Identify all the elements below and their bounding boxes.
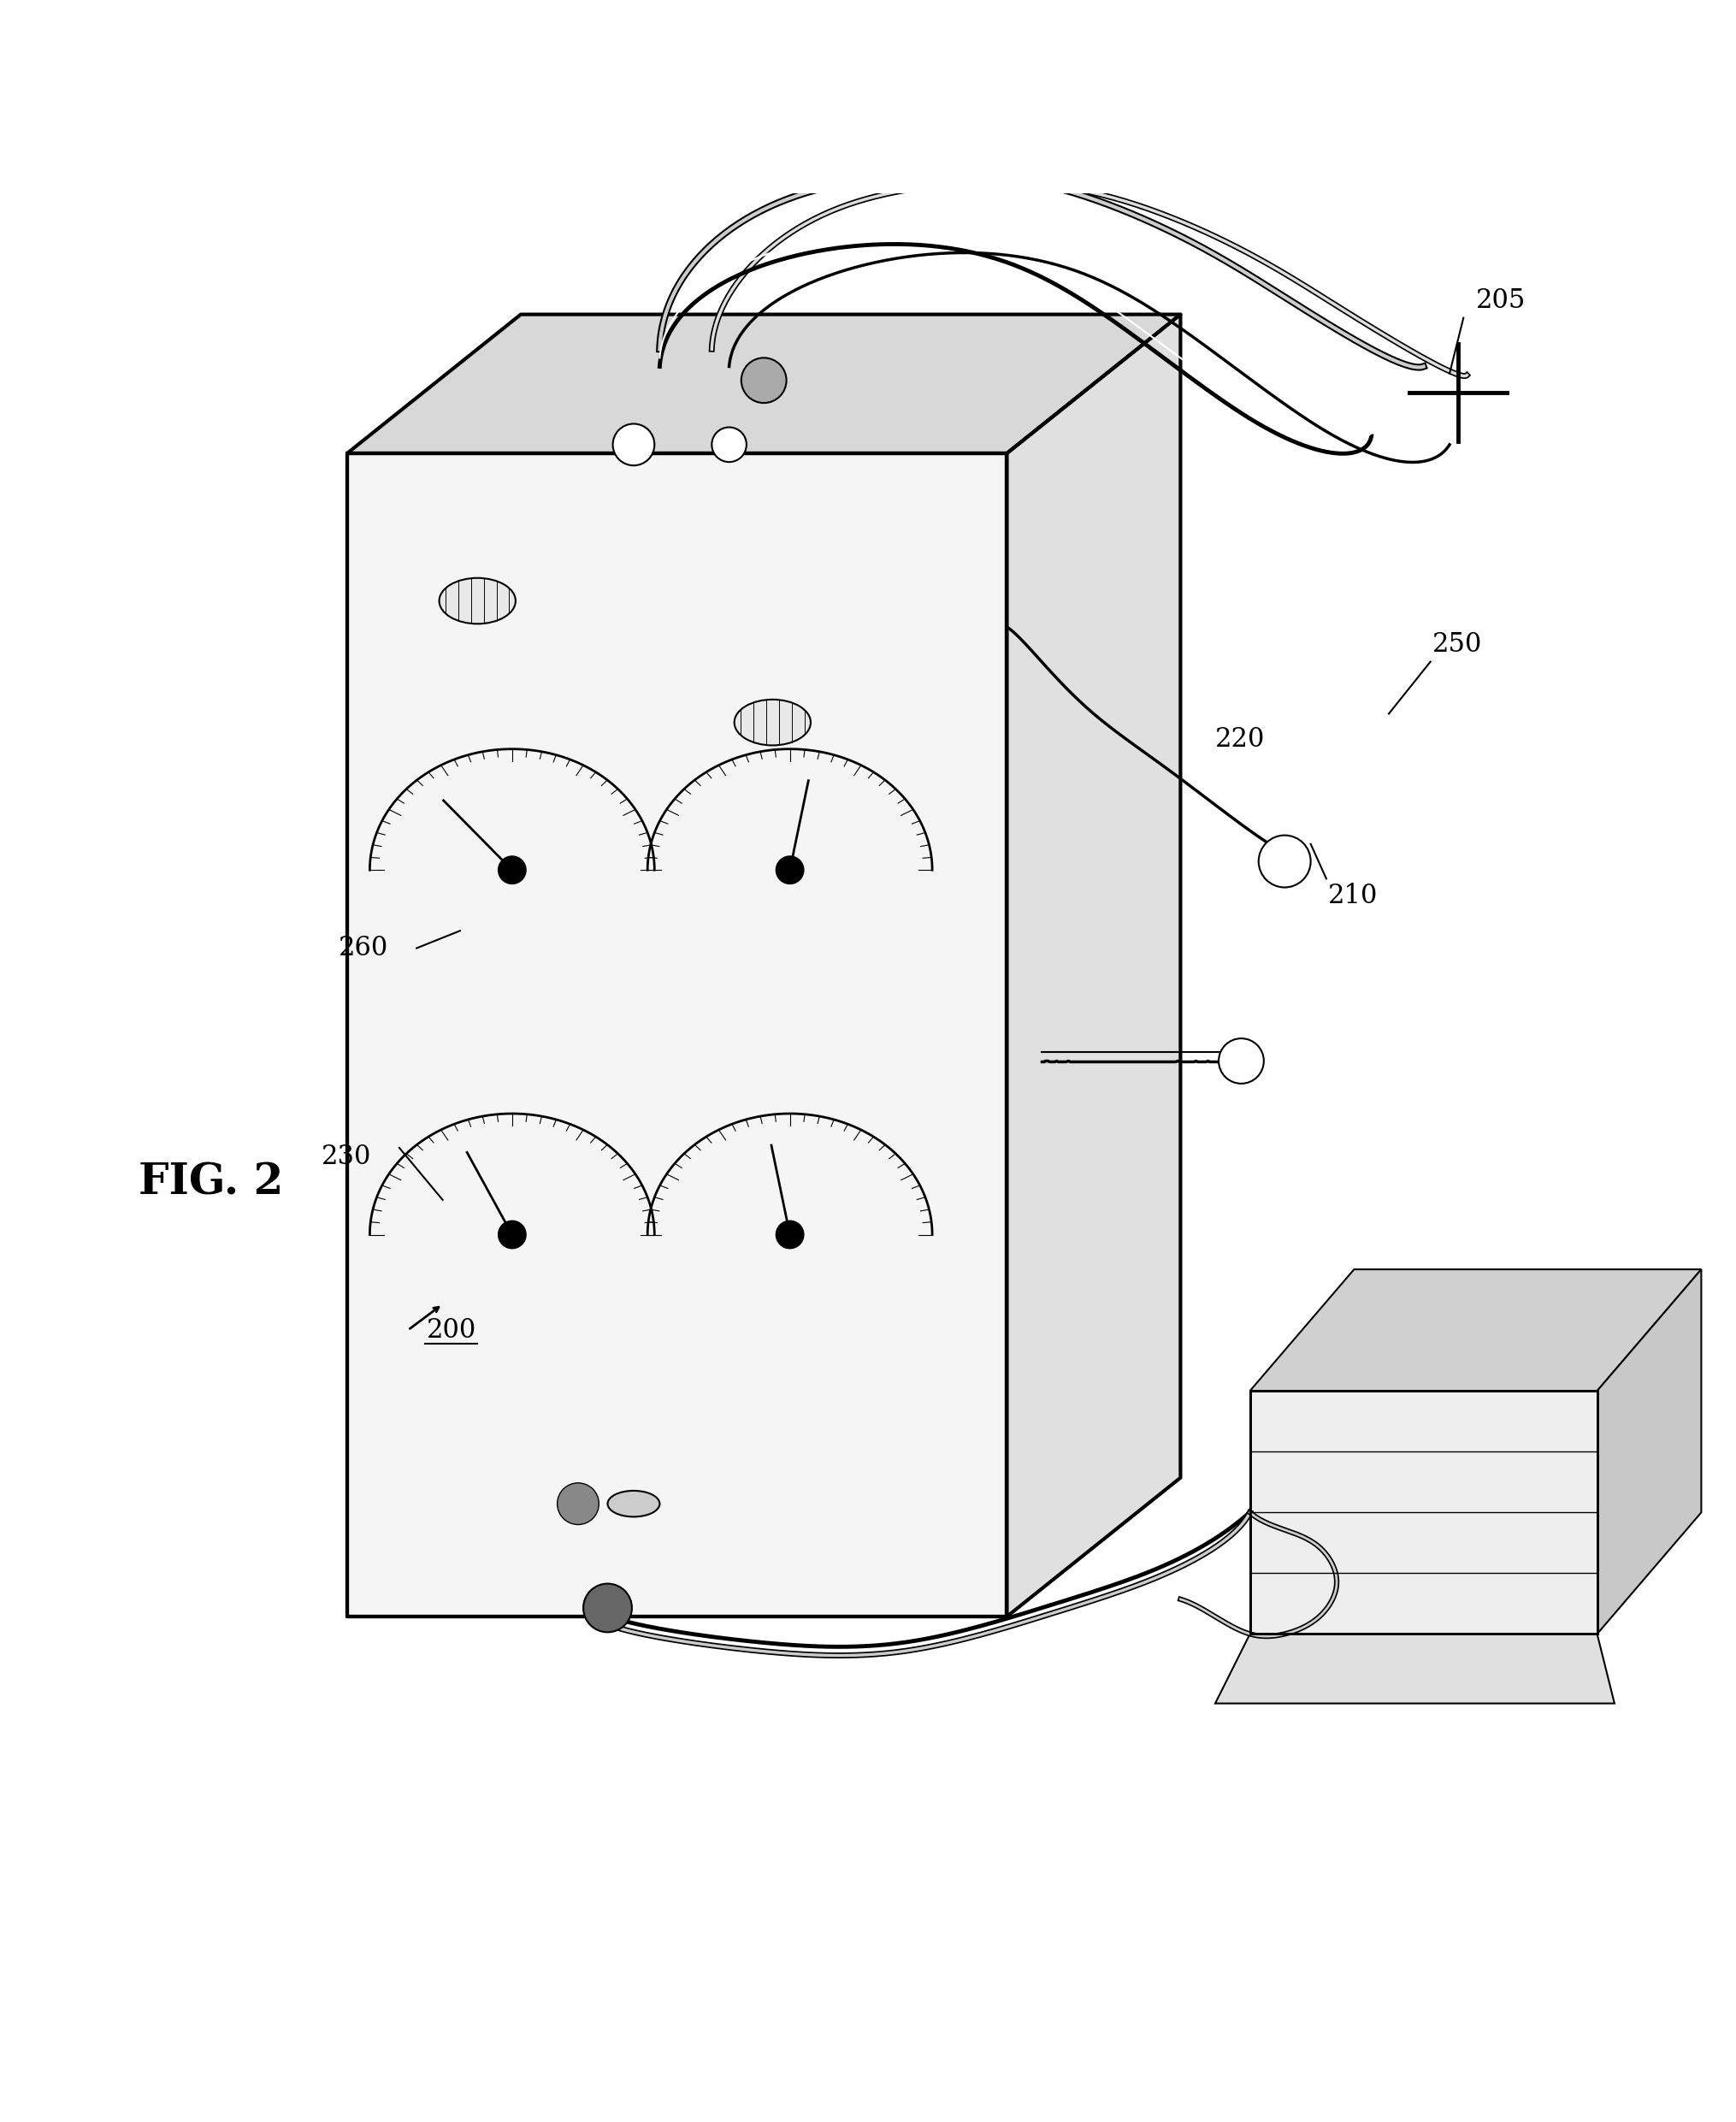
Polygon shape bbox=[1250, 1390, 1597, 1634]
Circle shape bbox=[776, 1220, 804, 1248]
Text: 205: 205 bbox=[1476, 286, 1526, 314]
Polygon shape bbox=[1007, 314, 1180, 1617]
Circle shape bbox=[498, 1220, 526, 1248]
Polygon shape bbox=[1597, 1269, 1701, 1634]
Circle shape bbox=[1219, 1038, 1264, 1084]
Circle shape bbox=[1259, 836, 1311, 887]
Polygon shape bbox=[347, 314, 1180, 454]
Polygon shape bbox=[347, 454, 1007, 1617]
Text: 230: 230 bbox=[321, 1144, 372, 1169]
Ellipse shape bbox=[734, 700, 811, 745]
Ellipse shape bbox=[608, 1492, 660, 1517]
Text: 210: 210 bbox=[1328, 883, 1378, 910]
Circle shape bbox=[613, 424, 654, 465]
Text: 260: 260 bbox=[339, 936, 389, 961]
Circle shape bbox=[776, 855, 804, 885]
Ellipse shape bbox=[439, 577, 516, 624]
Circle shape bbox=[498, 855, 526, 885]
Text: FIG. 2: FIG. 2 bbox=[139, 1161, 283, 1203]
Text: 220: 220 bbox=[1215, 726, 1266, 753]
Circle shape bbox=[557, 1483, 599, 1524]
Text: 200: 200 bbox=[427, 1318, 476, 1343]
Polygon shape bbox=[1250, 1269, 1701, 1390]
Circle shape bbox=[583, 1583, 632, 1632]
Circle shape bbox=[741, 359, 786, 403]
Polygon shape bbox=[1215, 1634, 1614, 1704]
Circle shape bbox=[712, 427, 746, 463]
Text: 250: 250 bbox=[1432, 630, 1483, 658]
